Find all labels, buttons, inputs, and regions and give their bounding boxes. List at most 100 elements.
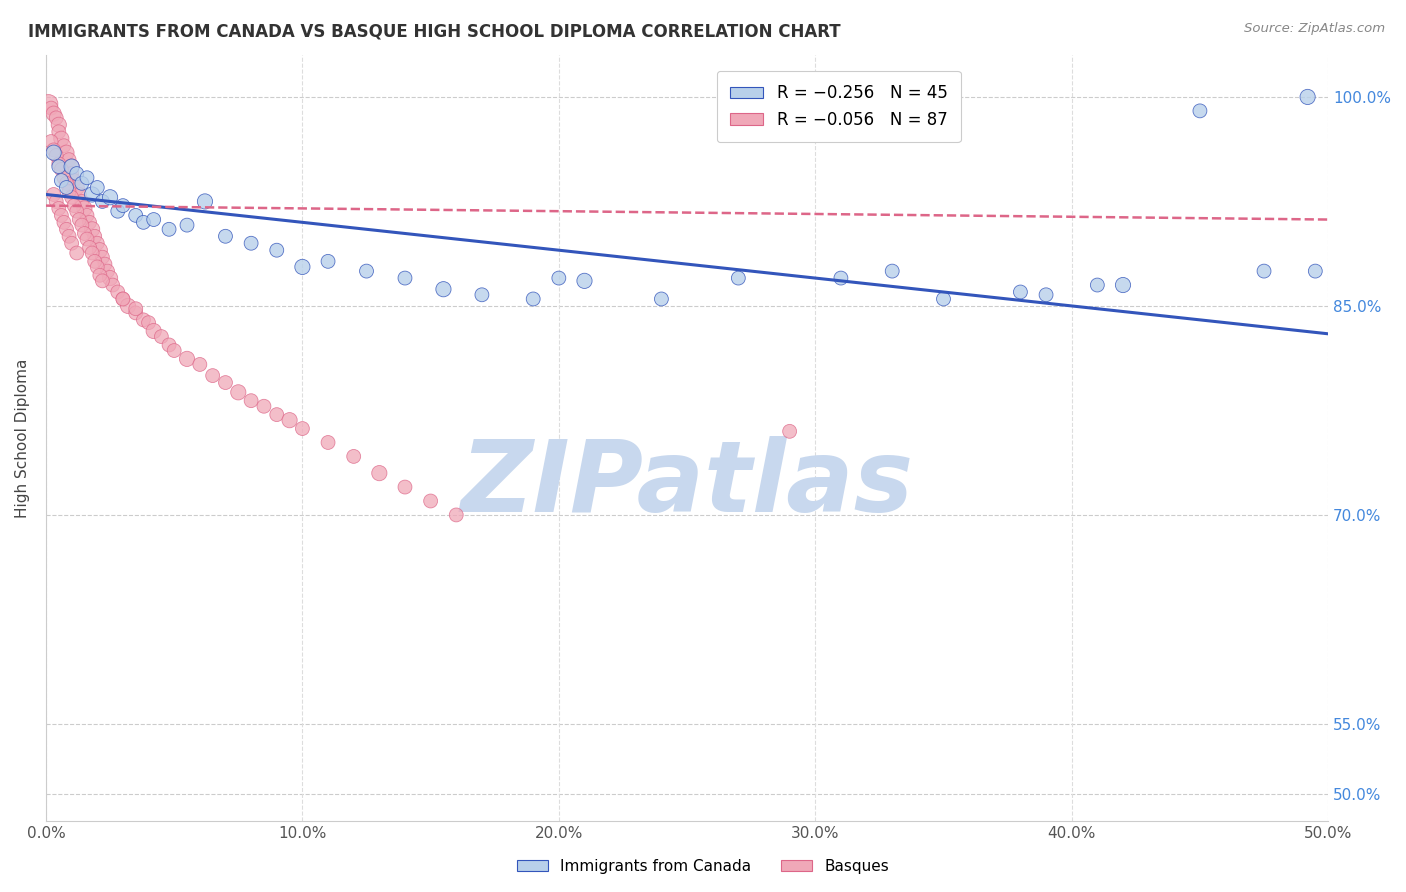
Point: [142, 324, 165, 338]
Point: [278, 413, 301, 427]
Point: [226, 385, 249, 400]
Point: [96, 264, 118, 278]
Point: [830, 271, 852, 285]
Point: [60, 190, 83, 204]
Point: [291, 260, 314, 274]
Point: [201, 368, 224, 383]
Point: [48, 202, 70, 216]
Point: [107, 285, 129, 299]
Point: [98, 190, 121, 204]
Point: [66, 167, 89, 181]
Legend: R = −0.256   N = 45, R = −0.056   N = 87: R = −0.256 N = 45, R = −0.056 N = 87: [717, 71, 960, 142]
Point: [67, 212, 90, 227]
Point: [932, 292, 955, 306]
Point: [60, 236, 83, 251]
Point: [1085, 278, 1108, 293]
Point: [111, 292, 134, 306]
Point: [70, 177, 93, 191]
Point: [79, 215, 101, 229]
Point: [48, 160, 70, 174]
Point: [79, 240, 101, 254]
Point: [188, 358, 211, 372]
Y-axis label: High School Diploma: High School Diploma: [15, 359, 30, 518]
Point: [91, 194, 114, 209]
Point: [1188, 103, 1211, 118]
Point: [419, 494, 441, 508]
Point: [66, 246, 89, 260]
Point: [58, 229, 80, 244]
Point: [45, 194, 67, 209]
Point: [60, 167, 83, 181]
Point: [42, 145, 65, 160]
Point: [60, 160, 83, 174]
Point: [291, 421, 314, 435]
Point: [98, 271, 121, 285]
Point: [42, 187, 65, 202]
Point: [39, 135, 62, 149]
Point: [58, 185, 80, 199]
Point: [48, 157, 70, 171]
Point: [66, 180, 89, 194]
Point: [117, 299, 139, 313]
Point: [157, 222, 180, 236]
Point: [132, 215, 155, 229]
Point: [45, 148, 67, 162]
Point: [107, 204, 129, 219]
Point: [42, 143, 65, 157]
Point: [547, 271, 569, 285]
Point: [48, 118, 70, 132]
Point: [779, 425, 801, 439]
Point: [1305, 264, 1327, 278]
Point: [343, 450, 366, 464]
Point: [52, 138, 75, 153]
Point: [266, 408, 288, 422]
Point: [1112, 278, 1135, 293]
Point: [51, 162, 73, 177]
Point: [39, 101, 62, 115]
Point: [176, 351, 198, 366]
Point: [63, 173, 86, 187]
Point: [266, 243, 288, 257]
Point: [42, 106, 65, 120]
Point: [163, 343, 186, 358]
Point: [214, 229, 236, 244]
Legend: Immigrants from Canada, Basques: Immigrants from Canada, Basques: [510, 853, 896, 880]
Point: [157, 338, 180, 352]
Point: [1010, 285, 1032, 299]
Text: IMMIGRANTS FROM CANADA VS BASQUE HIGH SCHOOL DIPLOMA CORRELATION CHART: IMMIGRANTS FROM CANADA VS BASQUE HIGH SC…: [28, 22, 841, 40]
Point: [253, 399, 276, 413]
Point: [727, 271, 749, 285]
Point: [52, 170, 75, 185]
Point: [356, 264, 378, 278]
Point: [240, 393, 263, 408]
Point: [86, 236, 108, 251]
Point: [76, 170, 98, 185]
Point: [66, 204, 89, 219]
Point: [55, 180, 77, 194]
Point: [55, 177, 77, 191]
Point: [142, 212, 165, 227]
Point: [125, 306, 148, 320]
Point: [214, 376, 236, 390]
Point: [58, 153, 80, 167]
Point: [82, 246, 104, 260]
Point: [45, 111, 67, 125]
Point: [111, 199, 134, 213]
Point: [70, 218, 93, 232]
Point: [82, 222, 104, 236]
Point: [82, 187, 104, 202]
Point: [73, 227, 96, 241]
Point: [432, 282, 454, 296]
Point: [125, 301, 148, 316]
Point: [51, 132, 73, 146]
Point: [394, 271, 416, 285]
Point: [138, 316, 160, 330]
Point: [55, 145, 77, 160]
Point: [52, 215, 75, 229]
Point: [446, 508, 468, 522]
Point: [111, 292, 134, 306]
Point: [240, 236, 263, 251]
Point: [89, 268, 111, 283]
Point: [83, 254, 105, 268]
Point: [471, 287, 494, 301]
